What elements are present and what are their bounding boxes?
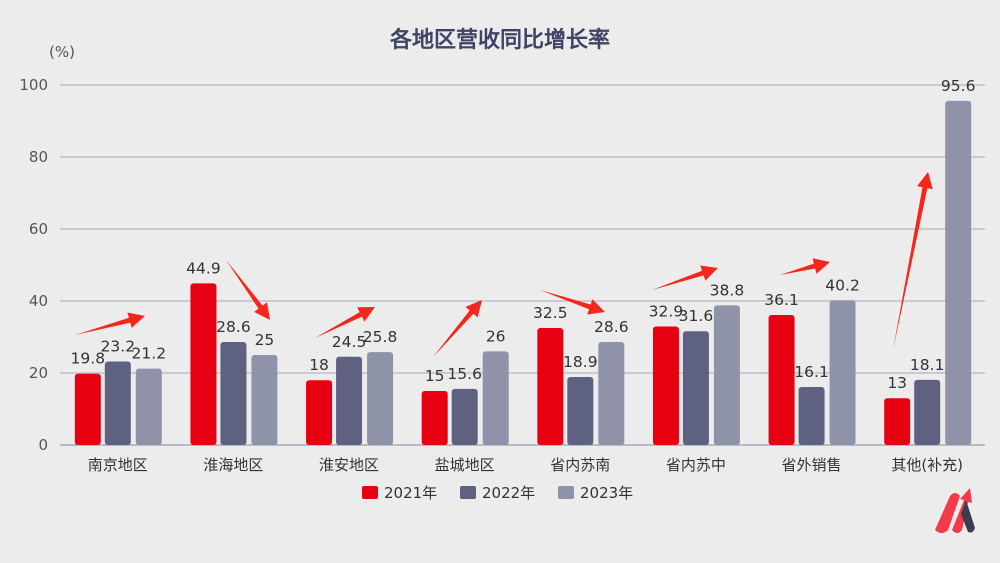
legend-swatch	[460, 486, 476, 499]
bar	[421, 391, 448, 445]
bar	[451, 388, 478, 445]
data-label: 18	[309, 356, 329, 374]
bar	[914, 379, 941, 445]
bar	[567, 376, 594, 445]
data-label: 15	[425, 367, 445, 385]
bar	[135, 368, 162, 445]
bar	[682, 331, 709, 445]
data-label: 19.8	[71, 350, 106, 368]
trend-arrow-icon	[780, 258, 830, 275]
bar	[798, 387, 825, 445]
data-label: 32.5	[533, 304, 568, 322]
data-label: 28.6	[594, 318, 629, 336]
y-tick-label: 60	[29, 220, 48, 238]
x-tick-label: 其他(补充)	[891, 456, 963, 474]
x-tick-label: 省内苏南	[550, 456, 610, 474]
y-axis-label: (%)	[49, 43, 75, 61]
data-label: 21.2	[132, 345, 167, 363]
bar	[74, 373, 101, 445]
bar	[220, 342, 247, 445]
trend-arrow-icon	[893, 172, 933, 350]
bar	[884, 398, 911, 445]
bar	[367, 352, 394, 445]
data-label: 18.1	[910, 356, 945, 374]
data-label: 18.9	[563, 353, 598, 371]
brand-logo-icon	[935, 488, 975, 533]
legend-label: 2021年	[384, 484, 437, 502]
data-label: 25.8	[363, 328, 398, 346]
legend-swatch	[558, 486, 574, 499]
x-tick-label: 盐城地区	[435, 456, 495, 474]
trend-arrow-icon	[540, 290, 605, 315]
y-tick-label: 40	[29, 292, 48, 310]
data-label: 32.9	[649, 303, 684, 321]
bar	[829, 300, 856, 445]
y-tick-label: 0	[38, 436, 48, 454]
x-tick-label: 省外销售	[782, 456, 842, 474]
legend-label: 2022年	[482, 484, 535, 502]
data-label: 95.6	[941, 77, 976, 95]
data-label: 31.6	[679, 307, 714, 325]
data-label: 38.8	[710, 281, 745, 299]
trend-arrow-icon	[652, 265, 718, 290]
data-label: 16.1	[794, 363, 829, 381]
bar	[482, 351, 509, 445]
chart-title: 各地区营收同比增长率	[389, 27, 610, 53]
x-tick-label: 南京地区	[88, 456, 148, 474]
trend-arrow-icon	[226, 260, 270, 320]
x-tick-label: 淮海地区	[203, 456, 263, 474]
data-label: 13	[887, 374, 907, 392]
data-label: 36.1	[764, 291, 799, 309]
bar	[768, 315, 795, 445]
trend-arrow-icon	[75, 312, 145, 335]
bar	[251, 355, 278, 445]
data-label: 23.2	[101, 337, 136, 355]
bar	[537, 328, 564, 445]
data-label: 26	[486, 327, 506, 345]
data-label: 25	[255, 331, 275, 349]
bar	[652, 326, 679, 445]
legend-swatch	[362, 486, 378, 499]
data-label: 40.2	[825, 276, 860, 294]
bar	[104, 361, 131, 445]
bar	[713, 305, 740, 445]
data-label: 44.9	[186, 259, 221, 277]
y-tick-label: 80	[29, 148, 48, 166]
x-tick-label: 省内苏中	[666, 456, 726, 474]
data-label: 15.6	[447, 365, 482, 383]
bar	[306, 380, 333, 445]
trend-arrow-icon	[433, 300, 482, 357]
x-tick-label: 淮安地区	[319, 456, 379, 474]
legend-label: 2023年	[580, 484, 633, 502]
y-tick-label: 20	[29, 364, 48, 382]
bar	[190, 283, 217, 445]
data-label: 28.6	[216, 318, 251, 336]
bar	[945, 100, 972, 445]
data-label: 24.5	[332, 333, 367, 351]
bar	[336, 356, 363, 445]
y-tick-label: 100	[19, 76, 48, 94]
trend-arrow-icon	[315, 307, 375, 338]
bar	[598, 342, 625, 445]
